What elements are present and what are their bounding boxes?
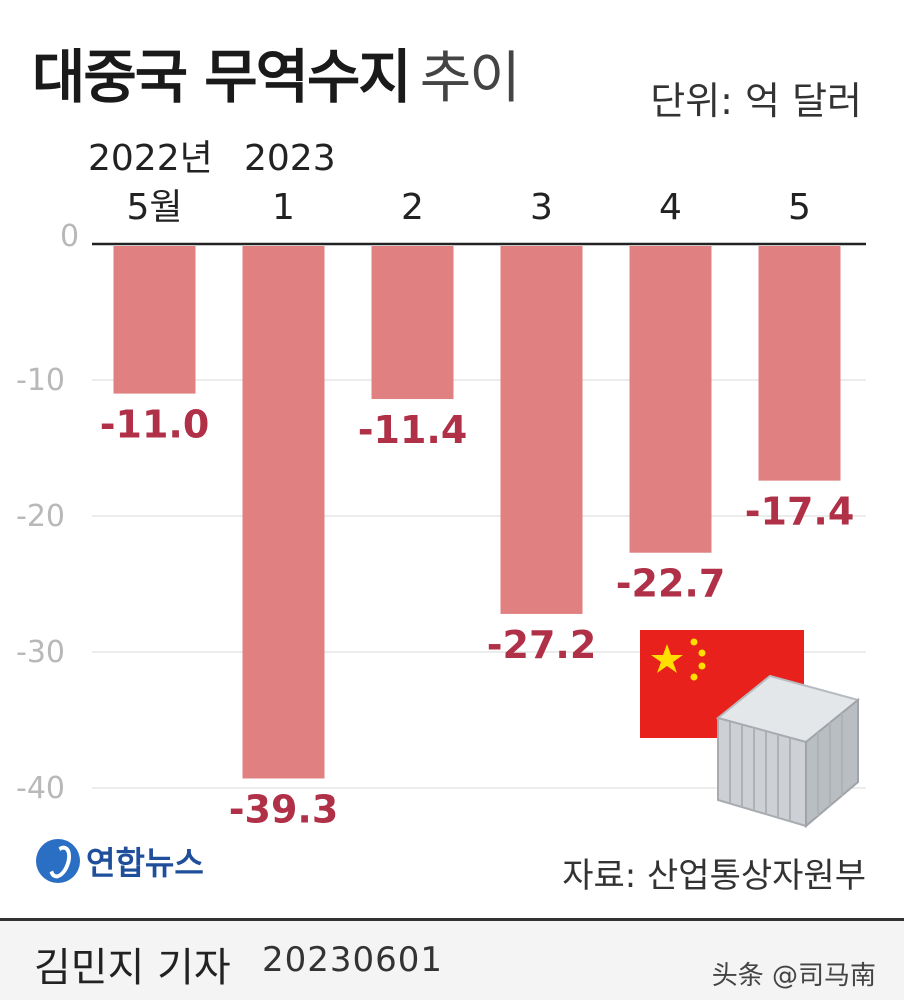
bars: [113, 246, 841, 779]
y-tick-label: -20: [16, 499, 65, 534]
data-label: -11.4: [358, 408, 468, 452]
data-label: -11.0: [100, 403, 210, 447]
footer-bar: [0, 921, 904, 1000]
publish-date: 20230601: [262, 940, 444, 980]
bar: [500, 246, 583, 614]
x-tick-label: 1: [272, 187, 295, 228]
year-label: 2023: [244, 138, 336, 179]
yonhap-logo: 연합뉴스: [36, 838, 204, 884]
yonhap-logo-icon: [36, 839, 80, 883]
byline: 김민지 기자: [34, 945, 231, 991]
x-tick-label: 5월: [126, 187, 182, 228]
watermark: 头条 @司马南: [711, 961, 876, 991]
unit-label: 단위: 억 달러: [650, 79, 862, 123]
logo-text: 연합뉴스: [86, 844, 204, 882]
x-tick-label: 2: [401, 187, 424, 228]
source-label: 자료: 산업통상자원부: [562, 856, 866, 896]
year-label: 2022년: [88, 138, 213, 179]
chart-title: 대중국 무역수지 추이: [32, 30, 521, 111]
y-tick-label: -10: [16, 363, 65, 398]
title-main: 대중국 무역수지: [32, 43, 412, 111]
bar: [629, 246, 712, 553]
x-tick-label: 3: [530, 187, 553, 228]
labels: 0 -10 -20 -30 -40 2022년 2023 5월 -11.0 1 -39.3 2 -11.…: [16, 138, 854, 831]
x-tick-label: 4: [659, 187, 682, 228]
data-label: -39.3: [229, 787, 339, 831]
bar: [113, 246, 196, 394]
shipping-container-icon: [715, 674, 861, 829]
y-tick-label: 0: [60, 219, 79, 254]
y-tick-label: -30: [16, 635, 65, 670]
bar: [758, 246, 841, 481]
title-sub: 추이: [419, 46, 521, 111]
bar: [371, 246, 454, 400]
y-tick-label: -40: [16, 771, 65, 806]
data-label: -27.2: [487, 623, 597, 667]
data-label: -22.7: [616, 562, 726, 606]
data-label: -17.4: [745, 490, 855, 534]
footer-divider: [0, 918, 904, 921]
x-tick-label: 5: [788, 187, 811, 228]
bar: [242, 246, 325, 779]
